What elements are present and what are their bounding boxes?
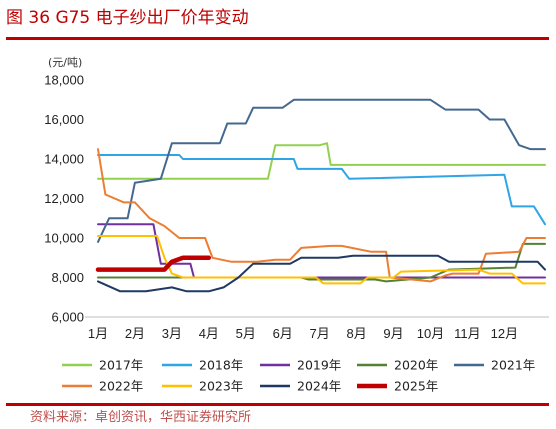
y-tick-label: 6,000 [51, 310, 84, 325]
series-line-6 [97, 235, 546, 285]
y-tick-label: 14,000 [44, 152, 84, 167]
series-line-5 [97, 148, 546, 283]
y-tick-label: 10,000 [44, 231, 84, 246]
y-axis-tick-labels: 6,000 8,000 10,000 12,000 14,000 16,000 18,000 [44, 73, 84, 325]
x-tick-label: 3月 [162, 326, 182, 341]
series-line-7 [97, 254, 546, 293]
series-line-4 [97, 98, 546, 243]
y-tick-label: 16,000 [44, 112, 84, 127]
x-tick-label: 7月 [310, 326, 330, 341]
legend-label: 2023年 [199, 379, 243, 394]
legend-label: 2018年 [199, 358, 243, 373]
x-tick-label: 5月 [236, 326, 256, 341]
source-rule [6, 403, 549, 406]
x-tick-label: 12月 [491, 326, 518, 341]
x-tick-label: 8月 [346, 326, 366, 341]
y-axis-unit-label: (元/吨) [48, 56, 82, 69]
legend-label: 2022年 [99, 379, 143, 394]
legend-label: 2025年 [394, 379, 438, 394]
legend-label: 2017年 [99, 358, 143, 373]
legend-label: 2020年 [394, 358, 438, 373]
x-tick-label: 10月 [417, 326, 444, 341]
figure-title: 图 36 G75 电子纱出厂价年变动 [6, 8, 249, 28]
series-line-1 [97, 154, 546, 226]
series-lines [95, 98, 546, 293]
title-rule [6, 37, 549, 40]
x-axis-tick-labels: 1月 2月 3月 4月 5月 6月 7月 8月 9月 10月 11月 12月 [88, 326, 518, 341]
x-tick-label: 2月 [125, 326, 145, 341]
source-note: 资料来源：卓创资讯，华西证券研究所 [30, 410, 252, 425]
legend-label: 2021年 [491, 358, 535, 373]
legend: 2017年 2018年 2019年 2020年 2021年 2022年 2023年 2024年… [62, 358, 535, 394]
series-line-0 [97, 142, 546, 180]
x-tick-label: 11月 [454, 326, 481, 341]
series-line-8 [95, 255, 212, 272]
legend-label: 2024年 [297, 379, 341, 394]
y-tick-label: 18,000 [44, 73, 84, 88]
x-tick-label: 1月 [88, 326, 108, 341]
y-tick-label: 12,000 [44, 191, 84, 206]
legend-label: 2019年 [297, 358, 341, 373]
y-tick-label: 8,000 [51, 270, 84, 285]
x-tick-label: 9月 [383, 326, 403, 341]
x-tick-label: 4月 [199, 326, 219, 341]
x-tick-label: 6月 [273, 326, 293, 341]
